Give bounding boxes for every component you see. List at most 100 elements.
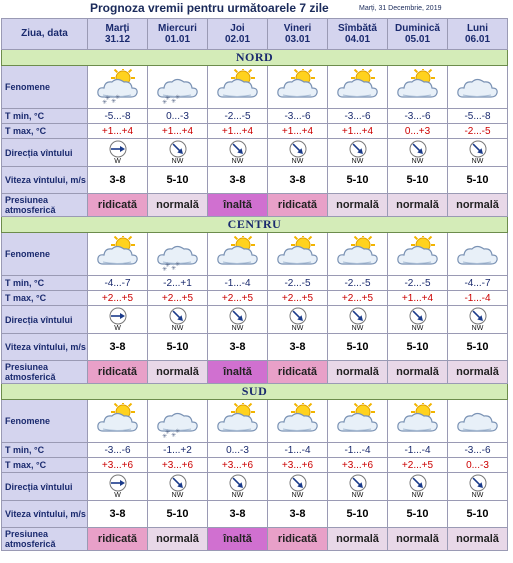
wind-speed-value: 3-8 <box>207 166 268 194</box>
row-label-tmax: T max, °C <box>1 457 88 473</box>
tmax-value: +1...+4 <box>327 123 388 139</box>
day-header: Vineri 03.01 <box>267 18 328 50</box>
cloud-icon <box>456 245 498 265</box>
region-row-sud: SUD <box>1 383 508 400</box>
tmin-value: 0...-3 <box>147 108 208 124</box>
wind-direction: NW <box>269 307 327 333</box>
tmin-row: T min, °C -5...-8 0...-3 -2...-5 -3...-6 -3..… <box>1 108 508 124</box>
cloud-snow-icon: ✳ ✳✳✳ <box>156 78 198 105</box>
wind-direction-icon <box>409 140 426 157</box>
wind-direction: NW <box>209 307 267 333</box>
tmax-value: 0...+3 <box>387 123 448 139</box>
tmax-value: 0...-3 <box>447 457 508 473</box>
pressure-row: Presiunea atmosferică ridicată normală înal… <box>1 360 508 384</box>
wind-direction-cell: NW <box>267 138 328 167</box>
tmin-value: -5...-8 <box>87 108 148 124</box>
wind-direction: NW <box>449 140 507 166</box>
svg-text:✳: ✳ <box>171 98 176 105</box>
wind-direction: NW <box>209 474 267 500</box>
wind-direction-icon <box>349 474 366 491</box>
svg-text:✳: ✳ <box>105 95 110 102</box>
tmin-value: -1...+2 <box>147 442 208 458</box>
tmin-value: -2...-5 <box>267 275 328 291</box>
wind-direction-row: Direcția vîntului W NW NW NW NW NW NW <box>1 472 508 501</box>
pressure-value: înaltă <box>207 193 268 217</box>
wind-direction-icon <box>349 307 366 324</box>
wind-direction-label: NW <box>411 324 424 332</box>
tmax-value: +2...+5 <box>387 457 448 473</box>
tmin-value: -1...-4 <box>327 442 388 458</box>
weather-cell: ✳ ✳ ✳ ✳ <box>147 399 208 443</box>
sun-cloud-icon <box>336 69 378 98</box>
fenomene-row: Fenomene ✳ ✳ ✳ ✳ ✳ ✳ ✳ ✳ <box>1 65 508 109</box>
pressure-value: normală <box>327 527 388 551</box>
wind-direction-icon <box>289 140 306 157</box>
day-date: 31.12 <box>104 34 131 45</box>
weather-cell <box>387 232 448 276</box>
sun-cloud-icon <box>336 403 378 432</box>
tmax-value: +1...+4 <box>147 123 208 139</box>
wind-speed-row: Viteza vîntului, m/s 3-8 5-10 3-8 3-8 5-10 5-1… <box>1 500 508 528</box>
day-date: 03.01 <box>284 34 311 45</box>
cloud-snow-icon: ✳ ✳✳✳ <box>156 245 198 272</box>
row-label-directia: Direcția vîntului <box>1 305 88 334</box>
tmax-row: T max, °C +2...+5 +2...+5 +2...+5 +2...+5 +2.… <box>1 290 508 306</box>
wind-direction-label: NW <box>471 491 484 499</box>
tmin-value: -2...-5 <box>387 275 448 291</box>
wind-direction-label: NW <box>231 157 244 165</box>
day-header: Duminică 05.01 <box>387 18 448 50</box>
wind-direction-icon <box>169 474 186 491</box>
tmin-value: -1...-4 <box>207 275 268 291</box>
weather-cell: ✳ ✳ ✳ ✳ <box>147 65 208 109</box>
pressure-value: ridicată <box>267 360 328 384</box>
tmax-row: T max, °C +3...+6 +3...+6 +3...+6 +3...+6 +3.… <box>1 457 508 473</box>
pressure-value: normală <box>387 193 448 217</box>
wind-speed-value: 3-8 <box>207 500 268 528</box>
weather-cell <box>87 399 148 443</box>
wind-direction: NW <box>449 307 507 333</box>
tmin-value: -3...-6 <box>87 442 148 458</box>
region-name: CENTRU <box>1 216 508 233</box>
forecast-table: Ziua, data Marți 31.12 Miercuri 01.01 Joi 02.0… <box>1 18 508 551</box>
wind-direction-icon <box>109 307 126 324</box>
tmax-value: +1...+4 <box>207 123 268 139</box>
tmax-value: +1...+4 <box>387 290 448 306</box>
day-header: Miercuri 01.01 <box>147 18 208 50</box>
weather-cell <box>267 399 328 443</box>
sun-cloud-icon <box>396 236 438 265</box>
day-name: Miercuri <box>158 23 197 34</box>
weather-cell <box>267 65 328 109</box>
wind-direction: NW <box>329 474 387 500</box>
tmax-value: +2...+5 <box>267 290 328 306</box>
cloud-icon <box>456 412 498 432</box>
wind-direction-cell: NW <box>447 305 508 334</box>
svg-text:✳: ✳ <box>175 261 180 268</box>
wind-direction-cell: W <box>87 472 148 501</box>
pressure-value: normală <box>447 360 508 384</box>
wind-direction-icon <box>229 140 246 157</box>
sun-cloud-icon <box>276 236 318 265</box>
svg-text:✳: ✳ <box>171 432 176 439</box>
row-label-fenomene: Fenomene <box>1 232 88 276</box>
pressure-row: Presiunea atmosferică ridicată normală înal… <box>1 193 508 217</box>
wind-direction-cell: W <box>87 305 148 334</box>
row-label-tmin: T min, °C <box>1 108 88 124</box>
wind-direction-label: NW <box>411 157 424 165</box>
weather-cell <box>87 232 148 276</box>
wind-direction-label: NW <box>471 324 484 332</box>
sun-cloud-icon <box>96 236 138 265</box>
svg-text:✳: ✳ <box>175 428 180 435</box>
day-name: Vineri <box>283 23 312 34</box>
wind-direction-label: NW <box>411 491 424 499</box>
wind-speed-value: 5-10 <box>447 166 508 194</box>
tmax-value: +2...+5 <box>327 290 388 306</box>
pressure-value: normală <box>387 527 448 551</box>
wind-speed-value: 5-10 <box>447 333 508 361</box>
day-date: 04.01 <box>344 34 371 45</box>
region-row-centru: CENTRU <box>1 216 508 233</box>
svg-text:✳: ✳ <box>162 99 167 105</box>
weather-cell <box>267 232 328 276</box>
tmax-value: +3...+6 <box>87 457 148 473</box>
row-label-tmax: T max, °C <box>1 123 88 139</box>
region-name: SUD <box>1 383 508 400</box>
